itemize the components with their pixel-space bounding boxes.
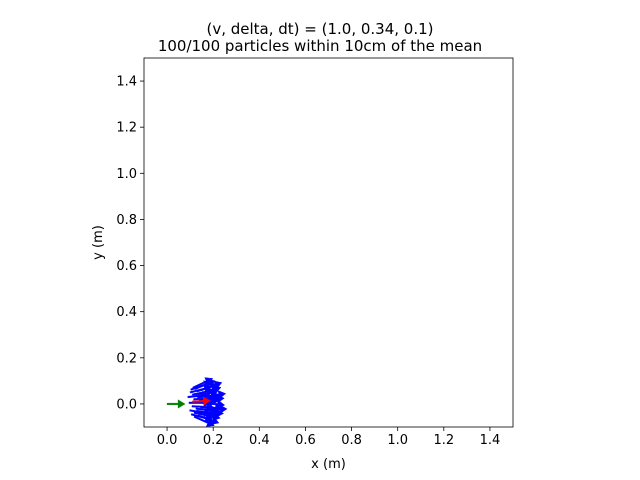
y-tick-label: 1.2 [116,121,137,136]
x-tick-label: 0.4 [249,433,270,448]
y-tick-label: 0.8 [116,213,137,228]
x-tick-label: 0.2 [203,433,224,448]
x-tick-label: 0.8 [341,433,362,448]
y-tick-label: 0.0 [116,397,137,412]
x-tick-label: 0.6 [295,433,316,448]
y-axis-label: y (m) [91,225,106,260]
chart-subtitle: 100/100 particles within 10cm of the mea… [158,37,482,55]
particle-arrow [204,404,228,414]
chart-title: (v, delta, dt) = (1.0, 0.34, 0.1) [206,20,433,38]
x-tick-label: 0.0 [157,433,178,448]
poses-layer [166,396,211,409]
x-tick-label: 1.0 [387,433,408,448]
y-tick-label: 1.4 [116,75,137,90]
particle-arrow [195,388,219,398]
y-tick-label: 0.6 [116,259,137,274]
y-tick-label: 0.4 [116,305,137,320]
plot-area [143,57,514,428]
y-tick-label: 1.0 [116,167,137,182]
y-tick-label: 0.2 [116,351,137,366]
x-tick-label: 1.2 [433,433,454,448]
x-axis-ticks: 0.0 0.2 0.4 0.6 0.8 1.0 1.2 1.4 [157,427,501,448]
x-tick-label: 1.4 [480,433,501,448]
particle-arrow [190,380,212,391]
particle-arrow [193,415,215,427]
mean-pose-arrow [192,396,211,406]
particle-arrow [193,411,216,421]
axes-background [144,58,513,427]
x-axis-label: x (m) [311,457,346,472]
y-axis-ticks: 0.0 0.2 0.4 0.6 0.8 1.0 1.2 1.4 [116,75,144,412]
axes-frame [143,57,514,428]
initial-pose-arrow [166,399,186,409]
